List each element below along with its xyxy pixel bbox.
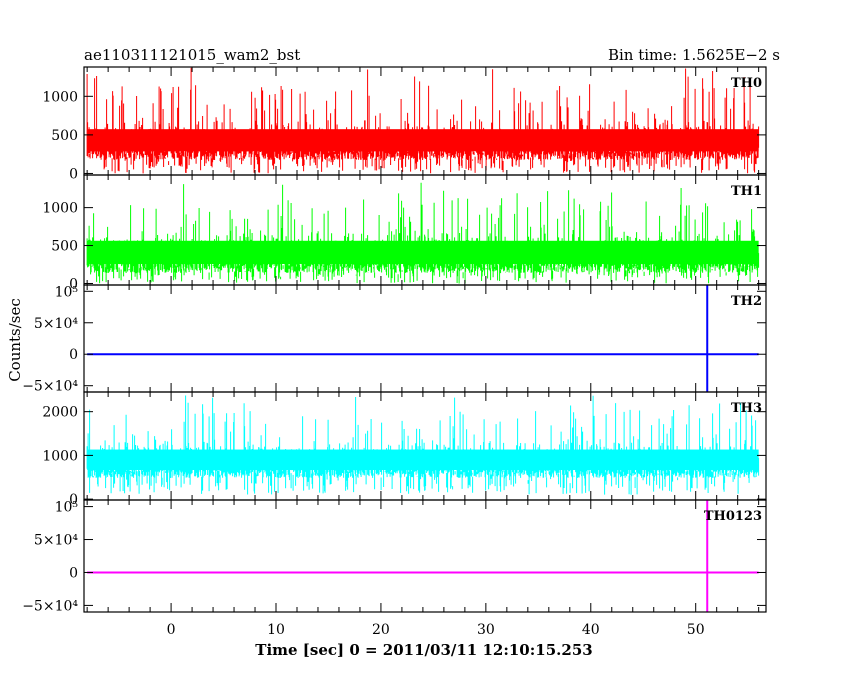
- y-tick-label: 0: [69, 492, 78, 508]
- panel-th0: 0 500 1000 TH0: [42, 66, 767, 182]
- panel-frame: [83, 499, 767, 613]
- y-tick-label: 0: [69, 347, 78, 363]
- y-tick-label: 1000: [42, 89, 78, 105]
- x-tick-label: 50: [687, 622, 705, 638]
- panels-group: 0 500 1000 TH0 0 500 1000 TH1 −5×10⁴ 0 5×10⁴ 10⁵ TH2…: [22, 66, 767, 614]
- y-tick-label: 0: [69, 166, 78, 182]
- x-tick-label: 10: [267, 622, 285, 638]
- x-tick-label: 0: [167, 622, 176, 638]
- chart-title: ae110311121015_wam2_bst: [84, 46, 300, 64]
- panel-label-th3: TH3: [731, 401, 762, 416]
- bin-time-label: Bin time: 1.5625E−2 s: [608, 46, 780, 64]
- series-core-th3: [87, 449, 759, 471]
- y-tick-label: −5×10⁴: [22, 598, 78, 614]
- y-tick-label: 500: [51, 128, 78, 144]
- panel-label-th1: TH1: [731, 184, 762, 199]
- series-core-th0: [87, 129, 759, 152]
- y-tick-label: 5×10⁴: [34, 316, 78, 332]
- y-tick-label: 2000: [42, 405, 78, 421]
- y-tick-label: 5×10⁴: [34, 533, 78, 549]
- y-tick-label: 500: [51, 239, 78, 255]
- panel-frame: [83, 284, 767, 393]
- y-tick-label: 10⁵: [55, 284, 79, 300]
- panel-label-th2: TH2: [731, 294, 762, 309]
- y-axis-label: Counts/sec: [6, 298, 24, 382]
- y-tick-label: 1000: [42, 448, 78, 464]
- y-tick-label: −5×10⁴: [22, 379, 78, 395]
- panel-th3: 0 1000 2000 TH3: [42, 391, 767, 508]
- series-core-th1: [87, 240, 759, 264]
- series-th1: [86, 182, 760, 284]
- y-tick-label: 10⁵: [55, 500, 79, 516]
- series-th3: [86, 395, 760, 495]
- panel-th0123: −5×10⁴ 0 5×10⁴ 10⁵ TH0123: [22, 499, 767, 614]
- x-axis-label: Time [sec] 0 = 2011/03/11 12:10:15.253: [255, 641, 592, 659]
- y-tick-label: 0: [69, 565, 78, 581]
- y-tick-label: 1000: [42, 201, 78, 217]
- panel-label-th0123: TH0123: [704, 509, 762, 524]
- panel-label-th0: TH0: [731, 76, 762, 91]
- panel-th2: −5×10⁴ 0 5×10⁴ 10⁵ TH2: [22, 284, 767, 395]
- panel-th1: 0 500 1000 TH1: [42, 174, 767, 292]
- x-axis: 0 10 20 30 40 50: [167, 622, 705, 638]
- series-th0: [86, 67, 760, 174]
- x-tick-label: 30: [477, 622, 495, 638]
- x-tick-label: 20: [372, 622, 390, 638]
- x-tick-label: 40: [582, 622, 600, 638]
- y-tick-label: 0: [69, 276, 78, 292]
